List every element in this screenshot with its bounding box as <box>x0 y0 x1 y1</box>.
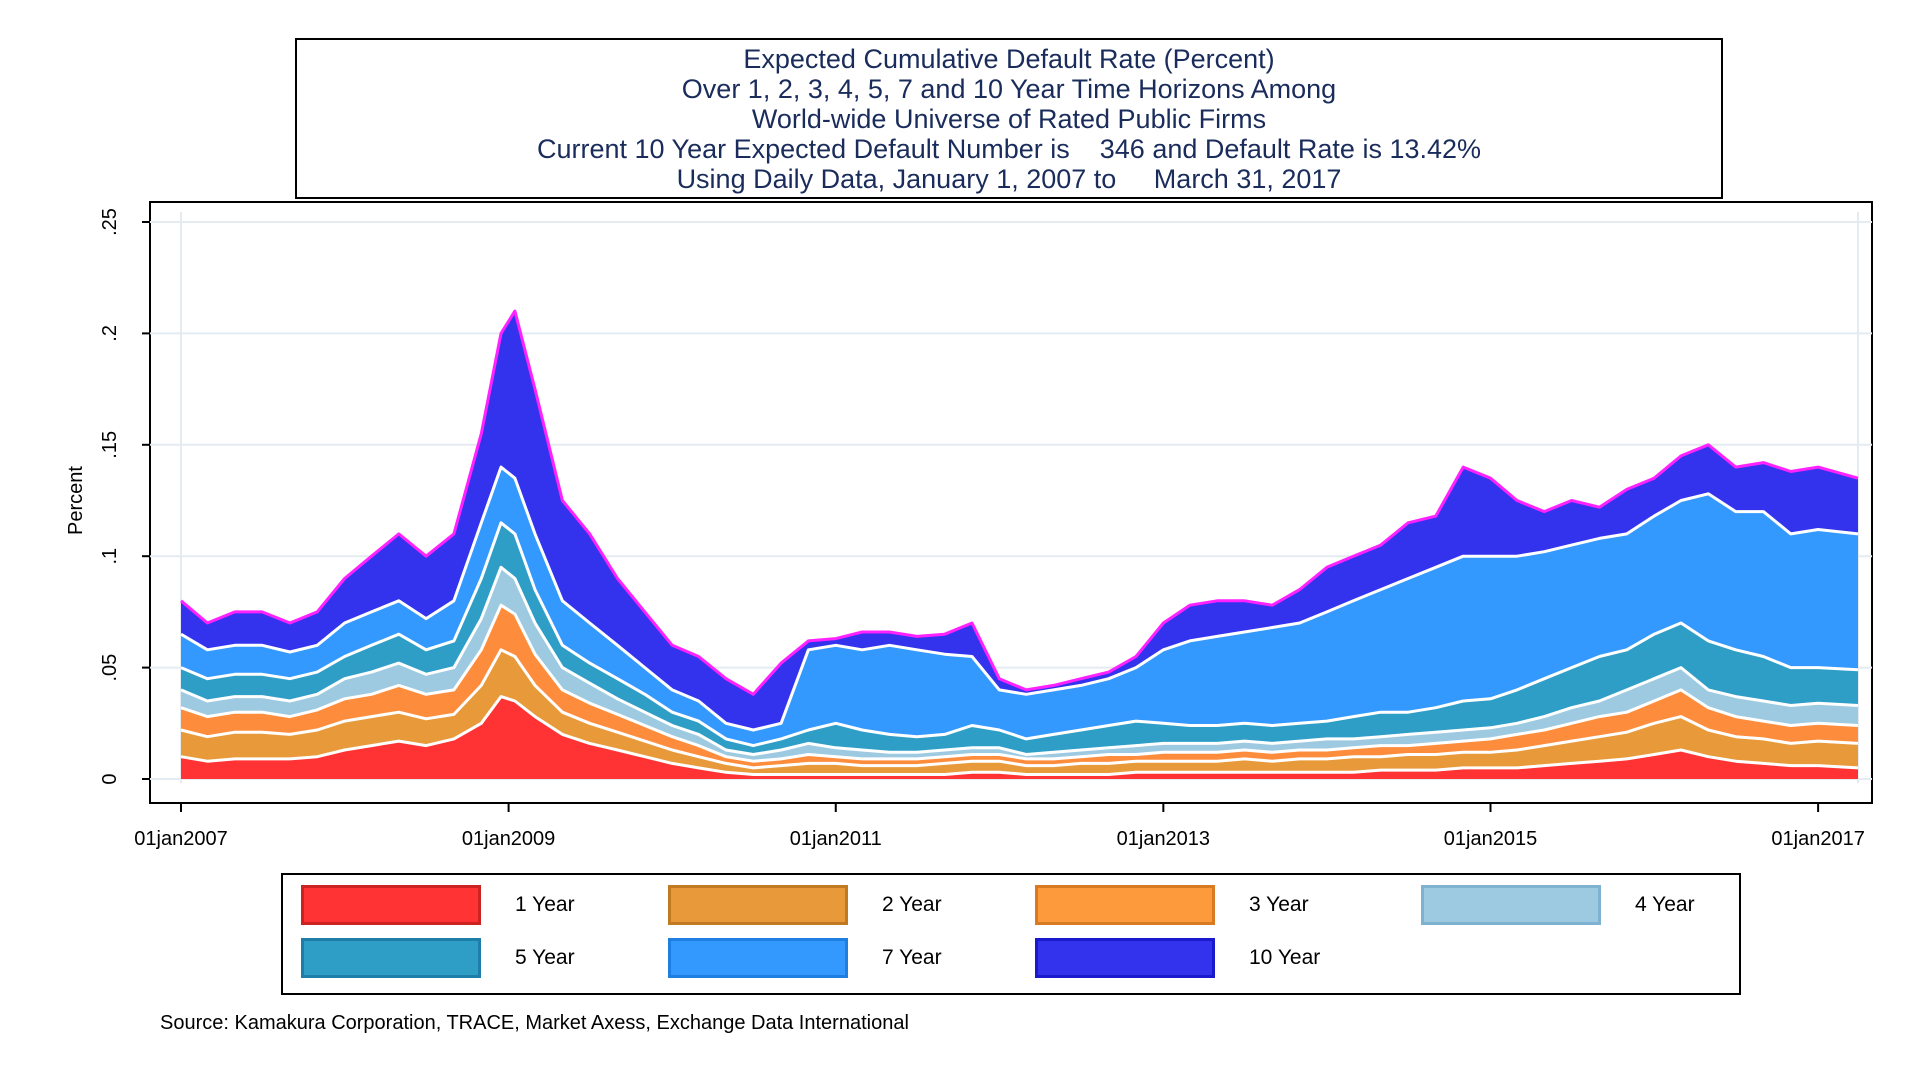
axes-layer: 0 .05 .1 .15 .2 .25 01jan2007 01jan2009 01jan201… <box>65 208 1865 850</box>
legend-swatch-4-year <box>1421 885 1601 925</box>
source-note: Source: Kamakura Corporation, TRACE, Mar… <box>160 1012 909 1034</box>
y-tick-label: .2 <box>99 325 121 342</box>
chart-title-line-3: World-wide Universe of Rated Public Firm… <box>751 104 1267 134</box>
legend-label-5-year: 5 Year <box>515 946 575 969</box>
series-layer <box>180 309 1859 779</box>
x-tick-label: 01jan2011 <box>790 828 882 850</box>
x-tick-label: 01jan2015 <box>1444 828 1537 850</box>
chart-title-line-2: Over 1, 2, 3, 4, 5, 7 and 10 Year Time H… <box>681 74 1337 104</box>
y-tick-label: .15 <box>99 431 121 459</box>
chart-title-box: Expected Cumulative Default Rate (Percen… <box>295 38 1723 199</box>
legend-label-10-year: 10 Year <box>1249 946 1321 969</box>
chart-title-line-5: Using Daily Data, January 1, 2007 to Mar… <box>676 164 1342 194</box>
y-tick-label: .1 <box>99 548 121 565</box>
legend-label-2-year: 2 Year <box>882 893 942 916</box>
chart-title-line-4: Current 10 Year Expected Default Number … <box>536 134 1482 164</box>
legend-swatch-1-year <box>301 885 481 925</box>
legend-label-4-year: 4 Year <box>1635 893 1695 916</box>
line-10-year <box>180 309 1859 696</box>
y-tick-label: 0 <box>99 773 121 784</box>
line-1-year <box>180 695 1859 776</box>
line-5-year <box>180 521 1859 748</box>
line-3-year <box>180 603 1859 763</box>
line-2-year <box>180 648 1859 770</box>
line-4-year <box>180 565 1859 756</box>
x-tick-label: 01jan2007 <box>134 828 227 850</box>
x-tick-label: 01jan2013 <box>1117 828 1210 850</box>
legend-label-3-year: 3 Year <box>1249 893 1309 916</box>
legend-swatch-7-year <box>668 938 848 978</box>
legend-swatch-5-year <box>301 938 481 978</box>
area-1-year <box>181 696 1858 779</box>
chart-title-line-1: Expected Cumulative Default Rate (Percen… <box>743 44 1275 74</box>
legend-swatch-2-year <box>668 885 848 925</box>
x-tick-label: 01jan2017 <box>1771 828 1864 850</box>
y-axis-label: Percent <box>65 466 87 535</box>
legend: 1 Year 2 Year 3 Year 4 Year 5 Year 7 Yea… <box>281 873 1741 995</box>
legend-swatch-3-year <box>1035 885 1215 925</box>
y-tick-label: .05 <box>99 654 121 682</box>
y-tick-label: .25 <box>99 208 121 236</box>
line-7-year <box>180 465 1859 732</box>
legend-swatch-10-year <box>1035 938 1215 978</box>
x-tick-label: 01jan2009 <box>462 828 555 850</box>
legend-label-7-year: 7 Year <box>882 946 942 969</box>
legend-label-1-year: 1 Year <box>515 893 575 916</box>
